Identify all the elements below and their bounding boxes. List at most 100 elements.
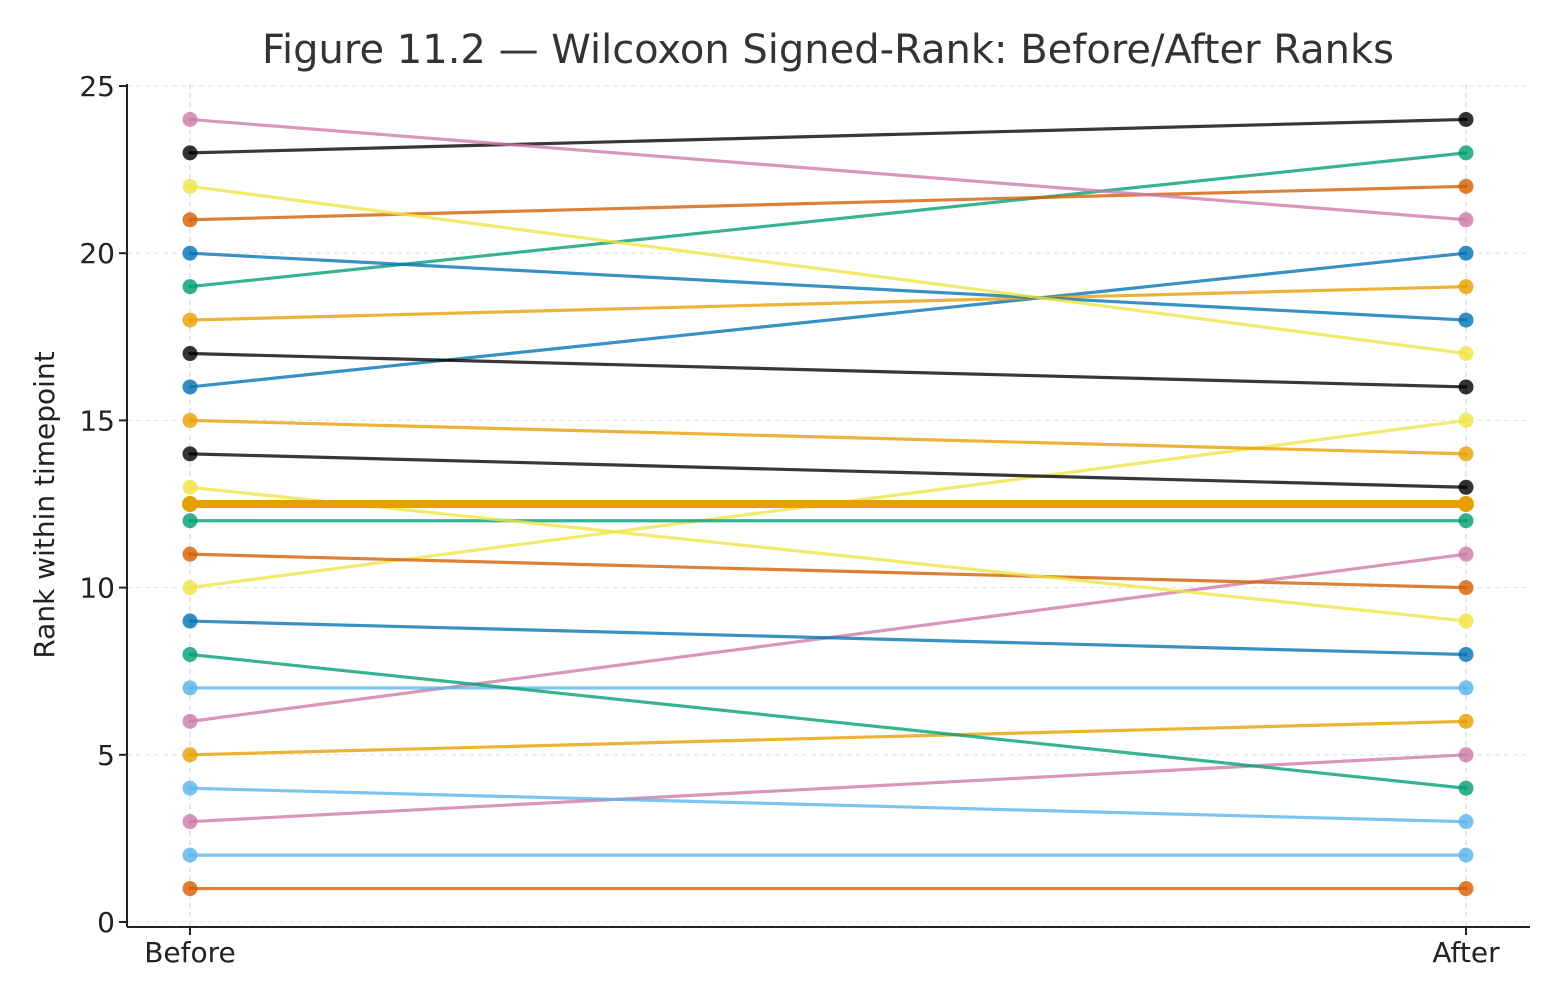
series-13: [182, 479, 1474, 629]
data-point-after: [1458, 145, 1474, 161]
data-point-after: [1458, 513, 1474, 529]
series-9: [182, 613, 1474, 662]
series-line: [188, 418, 1468, 456]
data-point-after: [1458, 646, 1474, 662]
data-point-after: [1458, 111, 1474, 127]
data-point-after: [1458, 412, 1474, 428]
y-tick-label: 0: [97, 906, 115, 939]
series-4: [182, 780, 1474, 830]
series-7: [182, 680, 1474, 696]
series-line: [188, 552, 1468, 590]
data-point-before: [182, 814, 198, 830]
series-11: [182, 546, 1474, 596]
data-point-after: [1458, 713, 1474, 729]
data-point-before: [182, 446, 198, 462]
data-point-before: [182, 379, 198, 395]
data-point-after: [1458, 312, 1474, 328]
series-line: [188, 485, 1468, 623]
series-line: [188, 117, 1468, 155]
series-14: [182, 446, 1474, 495]
x-tick-labels: Before After: [144, 936, 1500, 969]
data-point-before: [182, 145, 198, 161]
series-8: [182, 646, 1474, 796]
data-point-after: [1458, 613, 1474, 629]
series-12: [182, 513, 1474, 529]
data-point-before: [182, 479, 198, 495]
series-17: [182, 346, 1474, 395]
series-line: [188, 184, 1468, 356]
data-point-after: [1458, 747, 1474, 763]
data-point-before: [182, 780, 198, 796]
series-15: [182, 412, 1474, 462]
data-point-before: [182, 279, 198, 295]
series-line: [188, 719, 1468, 757]
series-line: [188, 117, 1468, 222]
series-line: [188, 285, 1468, 322]
series-24: [182, 111, 1474, 228]
data-point-before: [182, 613, 198, 629]
data-point-after: [1458, 881, 1474, 897]
data-point-before: [182, 680, 198, 696]
series-line: [188, 151, 1468, 289]
series-line: [188, 452, 1468, 489]
y-tick-label: 15: [79, 404, 115, 437]
series-18: [182, 279, 1474, 328]
y-tick-label: 25: [79, 70, 115, 103]
series-line: [188, 753, 1468, 824]
data-point-before: [182, 212, 198, 228]
series-line: [188, 251, 1468, 389]
data-point-after: [1458, 245, 1474, 261]
series-1: [182, 881, 1474, 897]
data-point-after: [1458, 212, 1474, 228]
data-point-after: [1458, 847, 1474, 863]
data-point-before: [182, 881, 198, 897]
data-point-before: [182, 346, 198, 362]
reference-point-after: [1458, 496, 1474, 512]
data-point-after: [1458, 546, 1474, 562]
series-line: [188, 351, 1468, 389]
series-5: [182, 713, 1474, 763]
data-point-after: [1458, 346, 1474, 362]
mean-line-group: [182, 496, 1474, 512]
data-point-before: [182, 646, 198, 662]
data-point-after: [1458, 814, 1474, 830]
x-tick-label-after: After: [1432, 936, 1500, 969]
data-point-after: [1458, 780, 1474, 796]
y-axis-label: Rank within timepoint: [28, 351, 61, 658]
data-point-after: [1458, 680, 1474, 696]
data-point-before: [182, 245, 198, 261]
axes: [119, 84, 1530, 935]
y-tick-labels: 0 5 10 15 20 25: [79, 70, 115, 939]
y-tick-label: 20: [79, 237, 115, 270]
data-point-before: [182, 847, 198, 863]
series-line: [188, 251, 1468, 322]
series-line: [188, 652, 1468, 790]
data-point-before: [182, 312, 198, 328]
data-point-before: [182, 713, 198, 729]
data-point-after: [1458, 178, 1474, 194]
chart-title: Figure 11.2 — Wilcoxon Signed-Rank: Befo…: [262, 27, 1394, 73]
series-line: [188, 786, 1468, 824]
series-line: [188, 184, 1468, 222]
data-point-after: [1458, 379, 1474, 395]
data-point-before: [182, 513, 198, 529]
reference-point-before: [182, 496, 198, 512]
y-tick-label: 10: [79, 572, 115, 605]
data-point-before: [182, 580, 198, 596]
data-point-before: [182, 546, 198, 562]
series-lines: [182, 111, 1474, 897]
series-22: [182, 178, 1474, 362]
series-16: [182, 245, 1474, 395]
data-point-before: [182, 747, 198, 763]
data-point-after: [1458, 279, 1474, 295]
data-point-before: [182, 412, 198, 428]
data-point-before: [182, 111, 198, 127]
data-point-after: [1458, 580, 1474, 596]
series-23: [182, 111, 1474, 161]
x-tick-label-before: Before: [144, 936, 236, 969]
series-20: [182, 245, 1474, 328]
series-2: [182, 847, 1474, 863]
data-point-after: [1458, 446, 1474, 462]
data-point-after: [1458, 479, 1474, 495]
